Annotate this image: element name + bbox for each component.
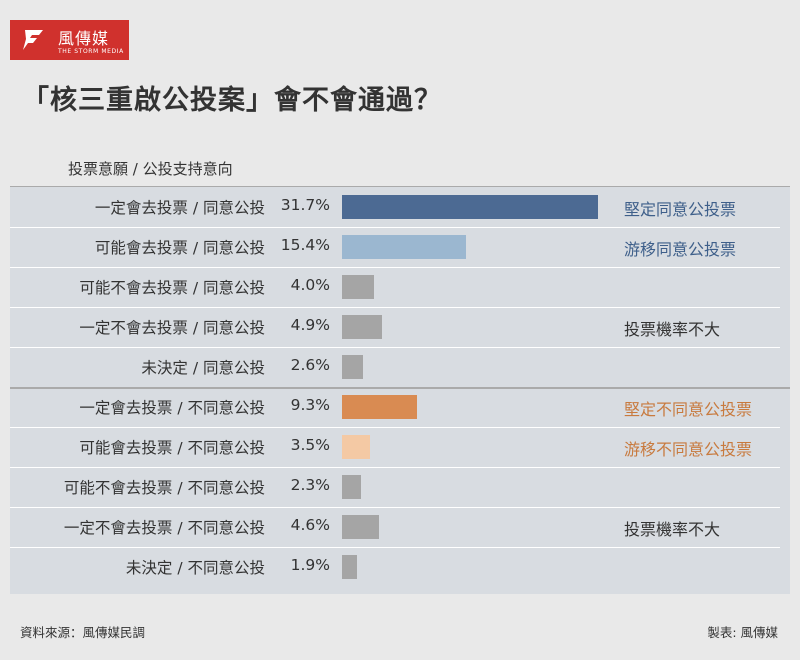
bar bbox=[342, 235, 466, 259]
bar bbox=[342, 435, 370, 459]
panel-top-rule bbox=[10, 186, 790, 187]
bar bbox=[342, 355, 363, 379]
value-label: 4.6% bbox=[290, 516, 330, 534]
logo-name: 風傳媒 bbox=[58, 29, 110, 48]
row-separator bbox=[10, 467, 780, 468]
value-label: 2.6% bbox=[290, 356, 330, 374]
row-separator bbox=[10, 307, 780, 308]
group-annotation: 堅定同意公投票 bbox=[624, 200, 737, 219]
group-annotation: 游移不同意公投票 bbox=[624, 440, 753, 459]
value-label: 1.9% bbox=[290, 556, 330, 574]
category-label: 可能不會去投票 / 同意公投 bbox=[79, 279, 265, 297]
group-annotation: 游移同意公投票 bbox=[624, 240, 737, 259]
category-label: 可能會去投票 / 不同意公投 bbox=[79, 439, 265, 457]
value-label: 31.7% bbox=[280, 196, 330, 214]
row-separator bbox=[10, 547, 780, 548]
category-label: 未決定 / 同意公投 bbox=[141, 359, 265, 377]
value-label: 3.5% bbox=[290, 436, 330, 454]
bar bbox=[342, 555, 357, 579]
chart-title: 「核三重啟公投案」會不會通過？ bbox=[22, 85, 442, 116]
category-label: 一定不會去投票 / 同意公投 bbox=[79, 319, 265, 337]
brand-logo: 風傳媒 THE STORM MEDIA bbox=[10, 20, 129, 60]
category-label: 一定會去投票 / 不同意公投 bbox=[79, 399, 265, 417]
row-separator bbox=[10, 227, 780, 228]
row-separator bbox=[10, 427, 780, 428]
bar bbox=[342, 315, 382, 339]
category-label: 可能不會去投票 / 不同意公投 bbox=[63, 479, 265, 497]
row-separator bbox=[10, 267, 780, 268]
bar bbox=[342, 515, 379, 539]
bar bbox=[342, 475, 361, 499]
category-label: 一定不會去投票 / 不同意公投 bbox=[63, 519, 265, 537]
category-label: 可能會去投票 / 同意公投 bbox=[94, 239, 265, 257]
value-label: 4.9% bbox=[290, 316, 330, 334]
value-label: 9.3% bbox=[290, 396, 330, 414]
value-label: 2.3% bbox=[290, 476, 330, 494]
source-note: 資料來源：風傳媒民調 bbox=[20, 625, 146, 640]
value-label: 4.0% bbox=[290, 276, 330, 294]
row-separator bbox=[10, 347, 780, 348]
logo-subtitle: THE STORM MEDIA bbox=[58, 48, 124, 55]
bar bbox=[342, 275, 374, 299]
column-header: 投票意願 / 公投支持意向 bbox=[68, 160, 233, 178]
category-label: 一定會去投票 / 同意公投 bbox=[94, 199, 265, 217]
group-annotation: 堅定不同意公投票 bbox=[624, 400, 753, 419]
group-annotation: 投票機率不大 bbox=[624, 320, 721, 339]
group-annotation: 投票機率不大 bbox=[624, 520, 721, 539]
bar bbox=[342, 395, 417, 419]
credit-note: 製表: 風傳媒 bbox=[707, 625, 778, 640]
storm-logo-icon bbox=[23, 30, 43, 50]
group-separator bbox=[10, 387, 790, 389]
bar bbox=[342, 195, 598, 219]
row-separator bbox=[10, 507, 780, 508]
category-label: 未決定 / 不同意公投 bbox=[125, 559, 265, 577]
value-label: 15.4% bbox=[280, 236, 330, 254]
